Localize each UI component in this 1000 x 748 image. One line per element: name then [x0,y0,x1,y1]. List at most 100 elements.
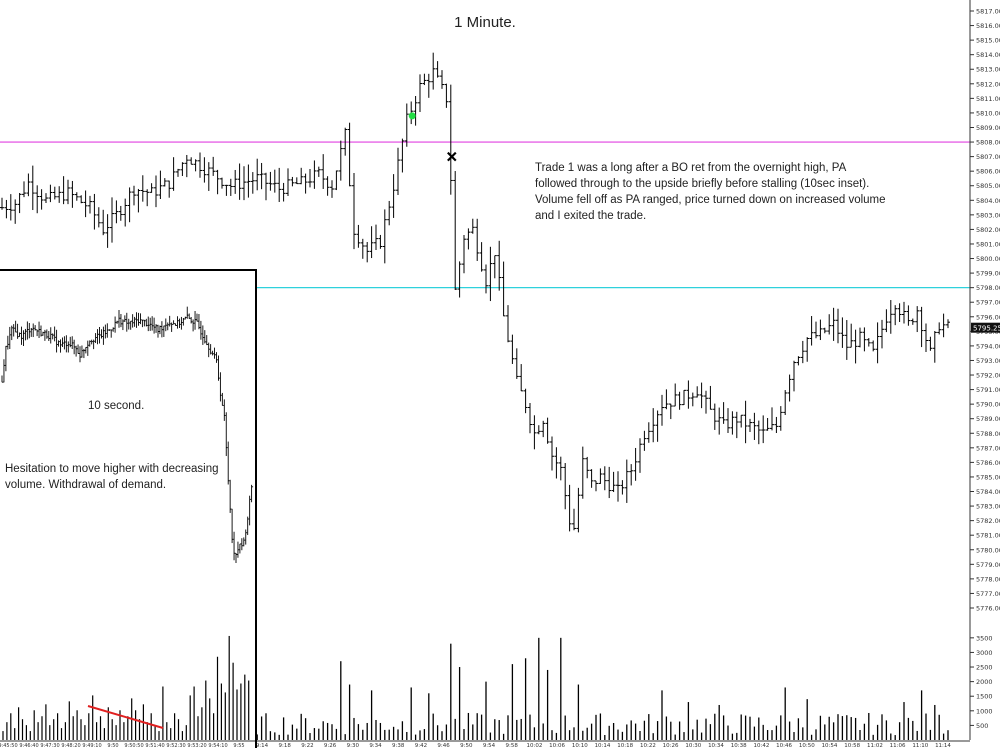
inset-annotation: Hesitation to move higher with decreasin… [5,463,219,491]
price-tick-label: 5816.00 [976,22,1000,30]
price-tick-label: 5784.00 [976,488,1000,496]
inset-frame [0,269,257,748]
price-tick-label: 5781.00 [976,532,1000,540]
price-tick-label: 5776.00 [976,605,1000,613]
time-tick-label: 10:06 [549,743,565,748]
time-tick-label: 9:30 [347,743,360,748]
price-tick-label: 5805.00 [976,182,1000,190]
price-tick-label: 5796.00 [976,313,1000,321]
inset-10-second-chart: 9:45:50 9:46:40 9:47:30 9:48:20 9:49:10 9:50 9… [0,269,257,748]
price-tick-label: 5807.00 [976,153,1000,161]
time-tick-label: 9:18 [279,743,292,748]
inset-time-tick-label: 9:51:40 [145,743,164,748]
time-tick-label: 9:46 [437,743,450,748]
time-tick-label: 9:54 [483,743,496,748]
price-tick-label: 5779.00 [976,561,1000,569]
volume-tick-label: 3500 [976,634,993,642]
price-tick-label: 5803.00 [976,211,1000,219]
volume-tick-label: 1500 [976,693,993,701]
time-tick-label: 9:22 [301,743,313,748]
price-tick-label: 5799.00 [976,270,1000,278]
price-tick-label: 5793.00 [976,357,1000,365]
time-tick-label: 10:50 [799,743,815,748]
price-tick-label: 5809.00 [976,124,1000,132]
price-tick-label: 5794.00 [976,342,1000,350]
time-tick-label: 10:02 [526,743,542,748]
time-tick-label: 10:34 [708,743,724,748]
price-axis: 5776.00 5777.00 5778.00 5779.00 5780.00 5781.… [969,0,1000,740]
time-tick-label: 9:14 [256,743,269,748]
inset-title: 10 second. [88,400,145,412]
main-price-bars [0,52,950,533]
price-tick-label: 5798.00 [976,284,1000,292]
inset-time-tick-label: 9:46:40 [19,743,38,748]
inset-time-tick-label: 9:53:20 [187,743,206,748]
inset-time-tick-label: 9:50:50 [124,743,143,748]
price-tick-label: 5792.00 [976,372,1000,380]
time-tick-label: 9:58 [506,743,519,748]
price-tick-label: 5780.00 [976,546,1000,554]
exit-x-marker [447,151,457,162]
price-tick-label: 5804.00 [976,197,1000,205]
volume-tick-label: 2000 [976,678,993,686]
time-tick-label: 10:10 [572,743,588,748]
price-tick-label: 5788.00 [976,430,1000,438]
inset-time-tick-label: 9:50 [107,743,118,748]
price-tick-label: 5777.00 [976,590,1000,598]
price-tick-label: 5778.00 [976,575,1000,583]
time-tick-label: 10:38 [731,743,747,748]
time-tick-label: 10:14 [595,743,611,748]
time-tick-label: 11:10 [912,743,928,748]
price-tick-label: 5782.00 [976,517,1000,525]
volume-tick-label: 3000 [976,649,993,657]
volume-tick-label: 1000 [976,707,993,715]
price-tick-label: 5810.00 [976,109,1000,117]
price-tick-label: 5797.00 [976,299,1000,307]
time-tick-label: 9:26 [324,743,337,748]
trade-annotation: Trade 1 was a long after a BO ret from t… [535,162,886,222]
volume-axis: 500 1000 1500 2000 2500 3000 3500 [970,634,993,730]
inset-time-tick-label: 9:45:50 [0,743,18,748]
price-tick-label: 5806.00 [976,168,1000,176]
price-tick-label: 5812.00 [976,80,1000,88]
chart-title: 1 Minute. [454,14,516,31]
price-tick-label: 5802.00 [976,226,1000,234]
price-tick-label: 5786.00 [976,459,1000,467]
price-tick-label: 5813.00 [976,66,1000,74]
volume-tick-label: 500 [976,722,988,730]
time-tick-label: 10:18 [617,743,633,748]
time-tick-label: 9:42 [415,743,427,748]
entry-dot-marker [408,112,416,120]
time-tick-label: 9:38 [392,743,405,748]
volume-trend-line [87,705,164,729]
time-tick-label: 10:46 [776,743,792,748]
trade-markers [408,112,457,162]
price-tick-label: 5790.00 [976,401,1000,409]
price-tick-label: 5814.00 [976,51,1000,59]
price-tick-label: 5791.00 [976,386,1000,394]
price-tick-label: 5783.00 [976,503,1000,511]
price-tick-label: 5808.00 [976,139,1000,147]
time-tick-label: 10:42 [753,743,769,748]
time-tick-label: 10:54 [822,743,838,748]
time-tick-label: 11:06 [890,743,906,748]
last-price-box [971,322,1000,333]
inset-time-tick-label: 9:49:10 [82,743,101,748]
price-tick-label: 5811.00 [976,95,1000,103]
time-tick-label: 11:14 [935,743,951,748]
price-tick-label: 5800.00 [976,255,1000,263]
time-tick-label: 10:58 [844,743,860,748]
last-price-label: 5795.25 [973,325,1000,333]
time-tick-label: 10:30 [685,743,701,748]
price-tick-label: 5801.00 [976,240,1000,248]
price-tick-label: 5787.00 [976,444,1000,452]
time-tick-label: 9:34 [369,743,382,748]
inset-time-tick-label: 9:52:30 [166,743,185,748]
inset-time-tick-label: 9:47:30 [40,743,59,748]
price-tick-label: 5817.00 [976,8,1000,16]
price-tick-label: 5785.00 [976,473,1000,481]
time-tick-label: 9:50 [460,743,473,748]
volume-tick-label: 2500 [976,664,993,672]
time-tick-label: 10:22 [640,743,656,748]
